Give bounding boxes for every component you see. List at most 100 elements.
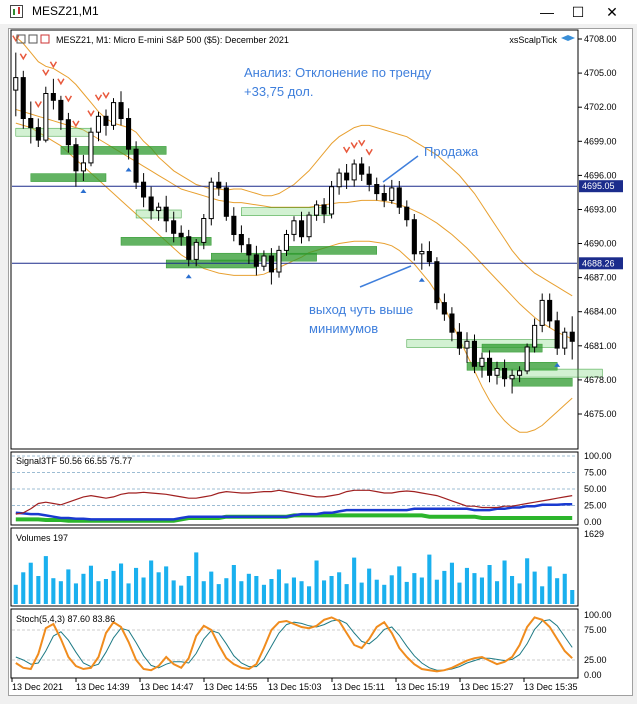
price-level-tag-label: 4688.26 <box>582 258 615 268</box>
buy-signal-arrow <box>80 189 87 193</box>
candle-body <box>351 163 357 181</box>
candle-body <box>58 99 64 121</box>
volume-bar <box>43 556 48 604</box>
candle-body <box>186 236 192 260</box>
volume-bar <box>314 560 319 604</box>
candle-body <box>336 172 342 188</box>
candle-body <box>126 118 132 150</box>
candle-body <box>554 320 560 349</box>
candle-body <box>419 251 425 255</box>
candle-body <box>193 241 199 260</box>
volume-bar <box>119 563 124 604</box>
volume-bar <box>276 569 281 604</box>
sell-signal-arrow <box>42 69 50 77</box>
volume-bar <box>359 582 364 604</box>
candle-body <box>43 93 49 141</box>
candle-body <box>366 173 372 185</box>
annotation-exit-line2: минимумов <box>309 321 378 336</box>
candle-body <box>231 215 237 236</box>
volume-bar <box>141 577 146 604</box>
candle-body <box>141 181 147 198</box>
support-zone-box <box>15 127 92 137</box>
volume-bar <box>555 578 560 604</box>
candle-body <box>178 232 184 238</box>
time-tick-label: 13 Dec 14:55 <box>204 682 258 692</box>
candle-body <box>111 102 117 126</box>
volume-bar <box>442 570 447 604</box>
price-tick-label: 4675.00 <box>584 409 617 419</box>
price-level-tag <box>579 257 623 270</box>
candle-body <box>238 234 244 246</box>
candle-body <box>156 206 162 212</box>
volume-bar <box>186 576 191 604</box>
candle-body <box>374 184 380 195</box>
sell-signal-arrow <box>12 35 20 43</box>
candle-body <box>509 374 515 380</box>
candle-body <box>148 196 154 212</box>
chart-header: MESZ21, M1: Micro E-mini S&P 500 ($5): D… <box>16 34 575 45</box>
volume-bar <box>209 571 214 604</box>
volume-bar <box>374 579 379 604</box>
candle-body <box>434 261 440 304</box>
price-layer <box>12 35 603 433</box>
candle-body <box>73 144 79 172</box>
maximize-button[interactable]: ☐ <box>571 4 585 20</box>
sell-signal-arrow <box>34 101 42 108</box>
price-tick-label: 4696.00 <box>584 170 617 180</box>
volume-bar <box>51 578 56 604</box>
volume-bar <box>457 582 462 604</box>
chart-window-icon <box>10 5 23 18</box>
candle-body <box>426 251 432 263</box>
candle-body <box>13 77 19 91</box>
volume-bar <box>111 570 116 604</box>
time-tick-label: 13 Dec 14:47 <box>140 682 194 692</box>
price-tick-label: 4690.00 <box>584 239 617 249</box>
axis-layer: 4708.00 4705.00 4702.00 4699.00 4696.00 4693.… <box>11 34 623 692</box>
annotation-exit-line1: выход чуть выше <box>309 302 413 317</box>
volume-bar <box>126 583 131 604</box>
candle-body <box>118 102 124 119</box>
candle-body <box>381 193 387 201</box>
volume-bar <box>344 584 349 604</box>
volume-bar <box>299 581 304 604</box>
sell-signal-arrow <box>19 53 27 61</box>
candle-body <box>299 220 305 238</box>
chart-menu-icon[interactable] <box>16 34 26 44</box>
volume-bar <box>156 572 161 604</box>
stoch-panel[interactable] <box>10 608 579 679</box>
volume-layer <box>13 552 575 604</box>
signal-panel[interactable] <box>10 451 579 526</box>
indicator-label: xsScalpTick <box>509 35 557 45</box>
candle-body <box>276 249 282 273</box>
candle-body <box>321 204 327 215</box>
volume-bar <box>88 565 93 604</box>
close-button[interactable]: ✕ <box>606 4 618 20</box>
volume-bar <box>36 576 41 604</box>
candle-body <box>487 357 493 376</box>
stoch-panel-title: Stoch(5,4,3) 87.60 83.86 <box>16 614 115 624</box>
volume-bar <box>389 575 394 604</box>
volume-bar <box>216 584 221 604</box>
chart-bars-icon[interactable] <box>28 34 38 44</box>
candle-body <box>389 187 395 201</box>
volume-bar <box>517 583 522 604</box>
signal-panel-title: Signal3TF 50.56 66.55 75.77 <box>16 456 132 466</box>
candle-body <box>396 187 402 208</box>
candle-body <box>216 181 222 189</box>
signal-tick-label: 0.00 <box>584 517 602 527</box>
annotation-analysis-line2: +33,75 дол. <box>244 84 313 99</box>
minimize-button[interactable]: — <box>540 4 554 20</box>
time-tick-label: 13 Dec 15:27 <box>460 682 514 692</box>
chart-trade-icon[interactable] <box>40 34 50 44</box>
price-tick-label: 4702.00 <box>584 102 617 112</box>
stoch-layer <box>12 616 577 673</box>
buy-signal-arrow <box>185 274 192 279</box>
window-title: MESZ21,M1 <box>32 4 99 18</box>
candle-body <box>133 148 139 183</box>
volume-bar <box>472 573 477 604</box>
volume-bar <box>510 576 515 604</box>
sell-signal-arrow <box>57 78 65 86</box>
stoch-tick-label: 25.00 <box>584 655 607 665</box>
candle-body <box>329 186 335 215</box>
